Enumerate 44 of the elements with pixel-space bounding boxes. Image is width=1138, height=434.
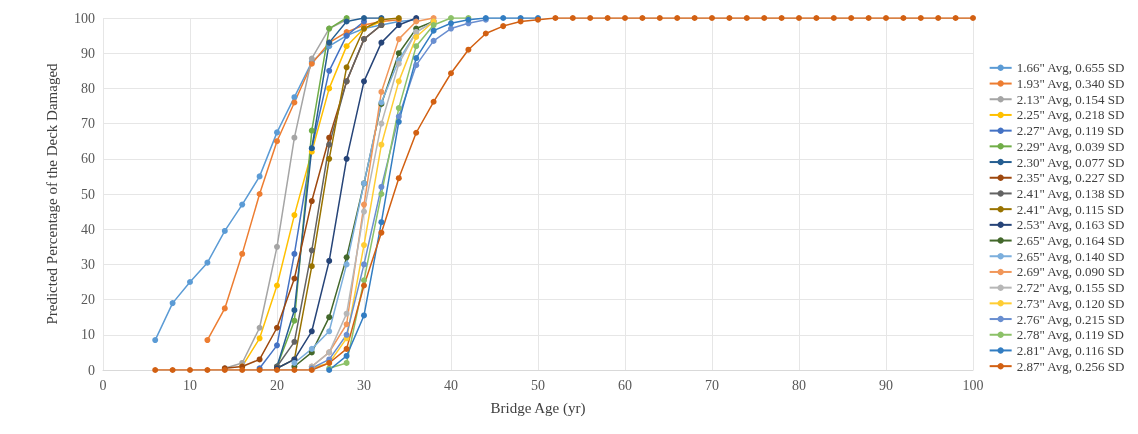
- y-tick-label: 70: [81, 116, 95, 132]
- legend-label: 2.81" Avg, 0.116 SD: [1016, 342, 1124, 358]
- x-axis-title: Bridge Age (yr): [490, 399, 586, 417]
- x-tick-label: 80: [792, 377, 806, 393]
- legend-label: 2.25" Avg, 0.218 SD: [1016, 107, 1125, 123]
- legend-label: 2.29" Avg, 0.039 SD: [1016, 138, 1125, 154]
- x-tick-label: 60: [618, 377, 632, 393]
- legend-label: 2.65" Avg, 0.164 SD: [1016, 233, 1125, 249]
- x-tick-label: 30: [357, 377, 371, 393]
- legend-label: 2.41" Avg, 0.138 SD: [1016, 185, 1125, 201]
- x-tick-label: 0: [99, 377, 107, 393]
- legend-label: 2.27" Avg, 0.119 SD: [1016, 123, 1124, 139]
- legend-label: 2.41" Avg, 0.115 SD: [1016, 201, 1124, 217]
- y-tick-label: 20: [81, 292, 95, 308]
- legend-label: 2.78" Avg, 0.119 SD: [1016, 327, 1124, 343]
- legend-label: 2.72" Avg, 0.155 SD: [1016, 280, 1125, 296]
- legend-label: 1.93" Avg, 0.340 SD: [1016, 76, 1125, 92]
- legend-label: 2.13" Avg, 0.154 SD: [1016, 91, 1125, 107]
- y-tick-label: 100: [74, 10, 95, 26]
- legend-label: 2.35" Avg, 0.227 SD: [1016, 170, 1125, 186]
- x-tick-label: 20: [270, 377, 284, 393]
- x-tick-label: 10: [183, 377, 197, 393]
- y-tick-label: 50: [81, 186, 95, 202]
- x-tick-label: 70: [705, 377, 719, 393]
- legend-label: 2.87" Avg, 0.256 SD: [1016, 358, 1125, 374]
- x-tick-label: 90: [879, 377, 893, 393]
- y-axis-title: Predicted Percentage of the Deck Damaged: [44, 62, 60, 325]
- legend-label: 1.66" Avg, 0.655 SD: [1016, 60, 1125, 76]
- legend-label: 2.69" Avg, 0.090 SD: [1016, 264, 1125, 280]
- legend-label: 2.53" Avg, 0.163 SD: [1016, 217, 1125, 233]
- x-tick-label: 50: [531, 377, 545, 393]
- y-tick-label: 80: [81, 80, 95, 96]
- y-tick-label: 10: [81, 327, 95, 343]
- y-tick-label: 60: [81, 151, 95, 167]
- legend-label: 2.30" Avg, 0.077 SD: [1016, 154, 1125, 170]
- y-tick-label: 30: [81, 256, 95, 272]
- legend-label: 2.76" Avg, 0.215 SD: [1016, 311, 1125, 327]
- x-tick-label: 100: [962, 377, 984, 393]
- legend-label: 2.65" Avg, 0.140 SD: [1016, 248, 1125, 264]
- x-tick-label: 40: [444, 377, 458, 393]
- y-tick-label: 90: [81, 45, 95, 61]
- legend-label: 2.73" Avg, 0.120 SD: [1016, 295, 1125, 311]
- y-tick-label: 0: [88, 362, 95, 378]
- y-tick-label: 40: [81, 221, 95, 237]
